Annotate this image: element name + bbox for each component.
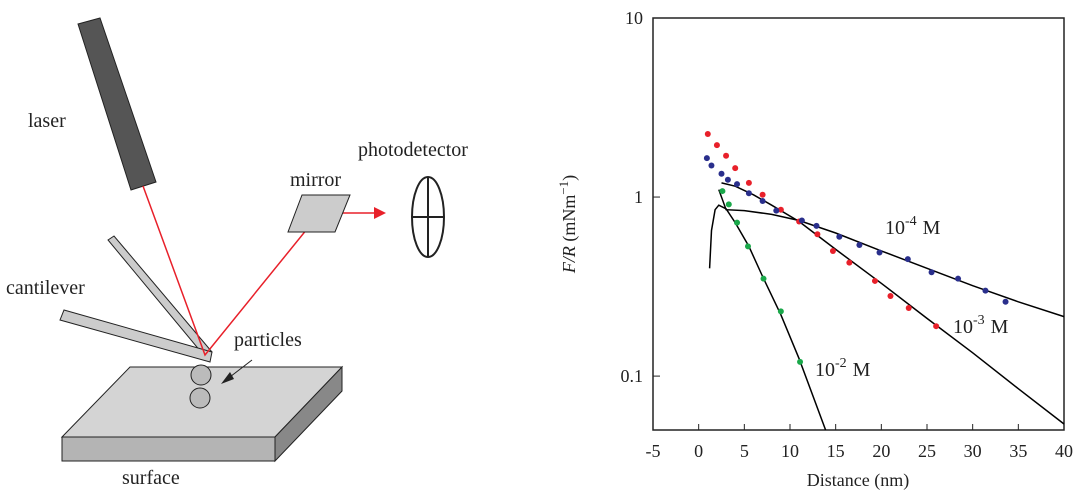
x-tick-label: 5 <box>740 441 749 461</box>
data-point <box>713 142 720 149</box>
data-point <box>798 217 805 224</box>
label-unit: M <box>923 217 941 239</box>
y-axis-label: F/R (mNm−1) <box>556 175 580 274</box>
data-point <box>718 170 725 177</box>
curve-label: 10-3 M <box>953 313 1009 338</box>
data-point <box>724 176 731 183</box>
label: laser <box>28 110 66 132</box>
data-point <box>708 162 715 169</box>
x-tick-label: 25 <box>918 441 936 461</box>
x-tick-label: -5 <box>646 441 661 461</box>
curve-label: 10-4 M <box>885 214 941 239</box>
data-point <box>759 191 766 198</box>
plot-frame <box>652 17 1065 431</box>
data-point <box>813 222 820 229</box>
data-point <box>745 179 752 186</box>
data-point <box>744 243 751 250</box>
fit-curve <box>708 204 827 431</box>
mirror-shape <box>287 194 351 233</box>
data-point <box>773 207 780 214</box>
label-exponent: -2 <box>835 356 847 371</box>
surface-front <box>61 436 276 462</box>
data-point <box>871 277 878 284</box>
data-point <box>814 231 821 238</box>
label-base: 10 <box>815 359 835 381</box>
data-point <box>955 275 962 282</box>
data-point <box>856 241 863 248</box>
data-point <box>719 188 726 195</box>
data-point <box>723 152 730 159</box>
x-tick-label: 20 <box>872 441 890 461</box>
data-point <box>734 181 741 188</box>
data-point <box>777 308 784 315</box>
data-point <box>836 233 843 240</box>
diagram: laser photodetector mirror cantilever pa… <box>6 17 468 489</box>
curve-label: 10-2 M <box>815 356 871 381</box>
data-point <box>933 323 940 330</box>
y-tick-label: 10 <box>625 8 643 28</box>
x-axis-label: Distance (nm) <box>807 470 909 491</box>
label-exponent: -4 <box>905 214 917 229</box>
laser-beam <box>142 185 380 357</box>
data-point <box>703 155 710 162</box>
y-tick-label: 0.1 <box>621 366 644 386</box>
x-tick-label: 35 <box>1009 441 1027 461</box>
data-point <box>760 275 767 282</box>
label: cantilever <box>6 277 85 299</box>
data-point <box>732 165 739 172</box>
label: particles <box>234 329 302 351</box>
data-point <box>904 256 911 263</box>
label-base: 10 <box>953 316 973 338</box>
x-tick-label: 0 <box>694 441 703 461</box>
data-point <box>797 358 804 365</box>
data-point <box>745 190 752 197</box>
particle <box>189 387 211 409</box>
data-point <box>905 305 912 312</box>
cantilever-arm <box>59 309 213 363</box>
data-point <box>928 269 935 276</box>
label-exponent: -3 <box>973 313 985 328</box>
label-unit: M <box>991 316 1009 338</box>
data-point <box>982 287 989 294</box>
label: mirror <box>290 169 341 191</box>
particle <box>190 364 212 386</box>
beam-arrow <box>374 207 386 219</box>
data-point <box>846 259 853 266</box>
data-point <box>876 249 883 256</box>
data-point <box>887 293 894 300</box>
y-tick-label: 1 <box>634 187 643 207</box>
x-tick-label: 40 <box>1055 441 1073 461</box>
laser-body <box>77 17 157 191</box>
x-tick-label: 30 <box>964 441 982 461</box>
data-point <box>829 247 836 254</box>
label: photodetector <box>358 139 468 161</box>
data-point <box>704 130 711 137</box>
data-point <box>1002 298 1009 305</box>
x-tick-label: 15 <box>827 441 845 461</box>
label: surface <box>122 467 180 489</box>
x-tick-label: 10 <box>781 441 799 461</box>
chart: Distance (nm) F/R (mNm−1) -5 0 5 10 15 20 25 30… <box>556 8 1073 491</box>
data-point <box>759 198 766 205</box>
data-point <box>725 201 732 208</box>
label-base: 10 <box>885 217 905 239</box>
surface-side <box>274 365 343 463</box>
data-point <box>777 206 784 213</box>
pointer-head <box>221 372 234 384</box>
label-unit: M <box>853 359 871 381</box>
data-point <box>734 219 741 226</box>
